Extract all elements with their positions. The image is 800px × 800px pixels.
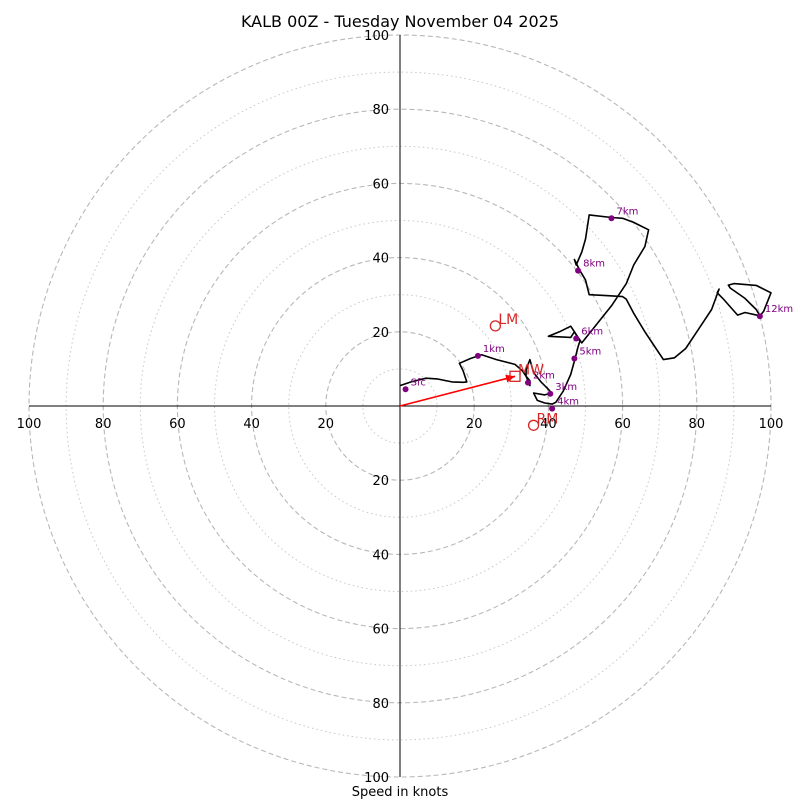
marker-label: RM xyxy=(537,411,559,427)
height-point-label: 2km xyxy=(533,371,555,382)
x-tick-label: 20 xyxy=(466,417,483,432)
x-tick-label: 60 xyxy=(614,417,631,432)
height-point xyxy=(524,379,531,386)
marker-label: MW xyxy=(518,362,544,378)
height-point xyxy=(402,386,409,393)
storm-motion-markers: LM RM MW xyxy=(489,312,559,431)
x-tick-label: 80 xyxy=(689,417,706,432)
height-point-label: 12km xyxy=(765,304,793,315)
x-tick-label: 40 xyxy=(243,417,260,432)
shear-vector-line xyxy=(399,375,516,407)
mean-wind-marker xyxy=(509,370,521,382)
height-point xyxy=(756,313,763,320)
x-tick-label: 80 xyxy=(95,417,112,432)
y-tick-label: 100 xyxy=(364,29,389,44)
x-tick-label: 100 xyxy=(759,417,784,432)
height-point xyxy=(573,335,580,342)
height-point xyxy=(571,355,578,362)
height-point-label: 7km xyxy=(616,206,638,217)
y-tick-label: 40 xyxy=(372,252,389,267)
marker-label: LM xyxy=(498,312,518,328)
y-tick-label: 80 xyxy=(372,103,389,118)
height-point xyxy=(474,352,481,359)
x-tick-label: 60 xyxy=(169,417,186,432)
y-tick-label: 60 xyxy=(372,177,389,192)
height-point xyxy=(575,267,582,274)
height-point-label: 4km xyxy=(557,397,579,408)
height-point-label: Sfc xyxy=(411,377,426,388)
height-point-label: 1km xyxy=(483,344,505,355)
y-tick-label: 20 xyxy=(372,326,389,341)
storm-motion-marker xyxy=(527,419,540,431)
x-axis-label: Speed in knots xyxy=(352,785,449,800)
y-tick-label: 20 xyxy=(372,474,389,489)
tick-labels: 100 80 60 40 20 20 40 60 80 100 100 80 60 40 20 20 40 60 8… xyxy=(17,29,784,786)
storm-motion-marker xyxy=(489,320,501,332)
hodograph-trace xyxy=(399,214,772,405)
x-tick-label: 20 xyxy=(318,417,335,432)
height-point xyxy=(547,390,554,397)
height-point xyxy=(549,405,556,412)
x-tick-label: 40 xyxy=(540,417,557,432)
y-tick-label: 80 xyxy=(372,697,389,712)
height-point xyxy=(608,215,615,222)
height-point-label: 8km xyxy=(583,259,605,270)
height-point-label: 3km xyxy=(555,382,577,393)
y-tick-label: 60 xyxy=(372,623,389,638)
x-tick-label: 100 xyxy=(17,417,42,432)
y-tick-label: 40 xyxy=(372,548,389,563)
height-point-label: 5km xyxy=(579,347,601,358)
y-tick-label: 100 xyxy=(364,771,389,786)
chart-title: KALB 00Z - Tuesday November 04 2025 xyxy=(241,12,559,31)
height-point-label: 6km xyxy=(581,326,603,337)
